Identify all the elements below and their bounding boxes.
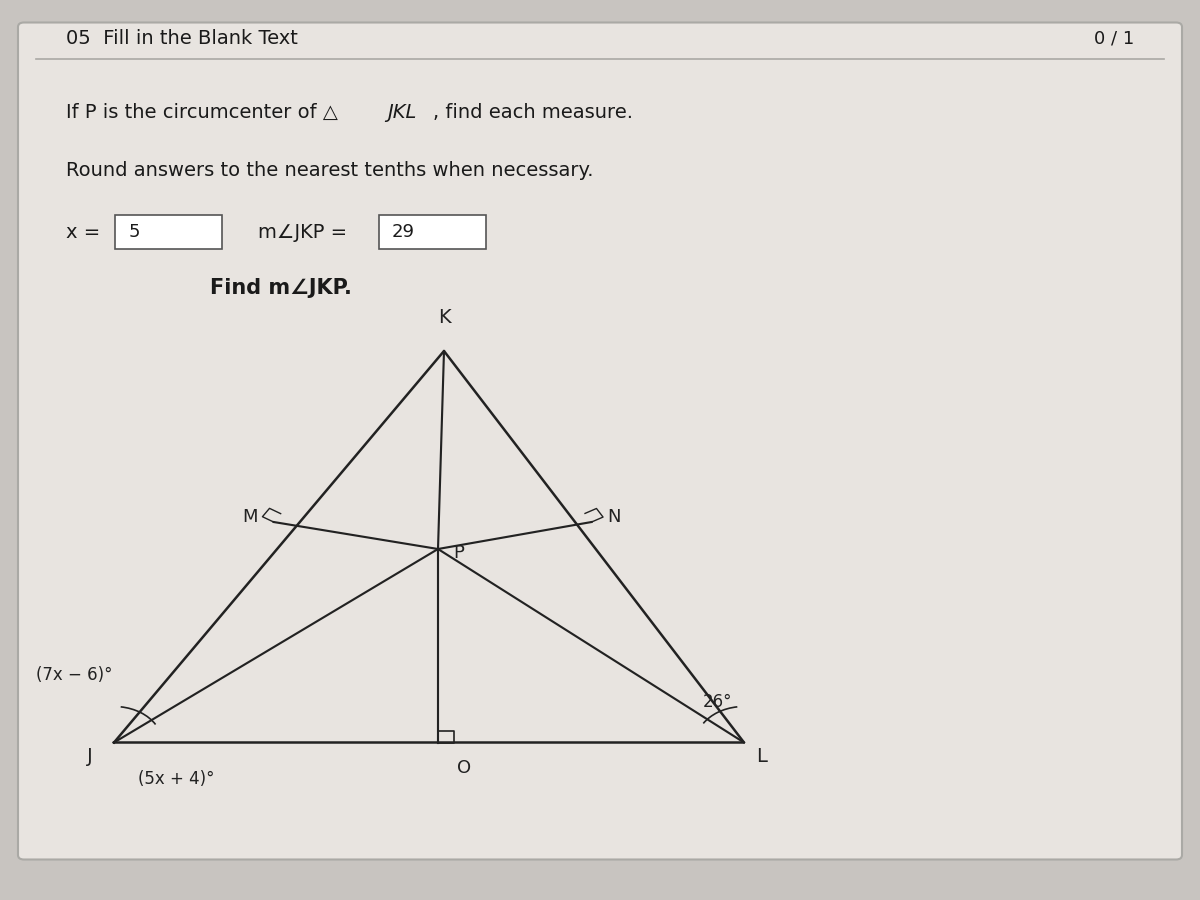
Text: m∠JKP =: m∠JKP = [258, 222, 347, 242]
Text: (7x − 6)°: (7x − 6)° [36, 666, 113, 684]
Text: O: O [457, 759, 472, 777]
Text: M: M [242, 508, 258, 526]
FancyBboxPatch shape [18, 22, 1182, 860]
Text: x =: x = [66, 222, 101, 242]
Text: L: L [756, 747, 767, 766]
Text: K: K [438, 308, 450, 327]
Text: J: J [86, 747, 92, 766]
Text: (5x + 4)°: (5x + 4)° [138, 770, 215, 788]
Text: Find m∠JKP.: Find m∠JKP. [210, 278, 352, 298]
FancyBboxPatch shape [115, 215, 222, 249]
Text: 0 / 1: 0 / 1 [1093, 30, 1134, 48]
Text: JKL: JKL [388, 103, 416, 122]
FancyBboxPatch shape [379, 215, 486, 249]
Text: 5: 5 [128, 223, 140, 241]
Text: 26°: 26° [702, 693, 732, 711]
Text: 29: 29 [391, 223, 414, 241]
Text: P: P [454, 544, 464, 562]
Text: If P is the circumcenter of △: If P is the circumcenter of △ [66, 103, 338, 122]
Text: N: N [607, 508, 620, 526]
Text: Round answers to the nearest tenths when necessary.: Round answers to the nearest tenths when… [66, 161, 594, 181]
Text: , find each measure.: , find each measure. [433, 103, 634, 122]
Text: 05  Fill in the Blank Text: 05 Fill in the Blank Text [66, 29, 298, 49]
